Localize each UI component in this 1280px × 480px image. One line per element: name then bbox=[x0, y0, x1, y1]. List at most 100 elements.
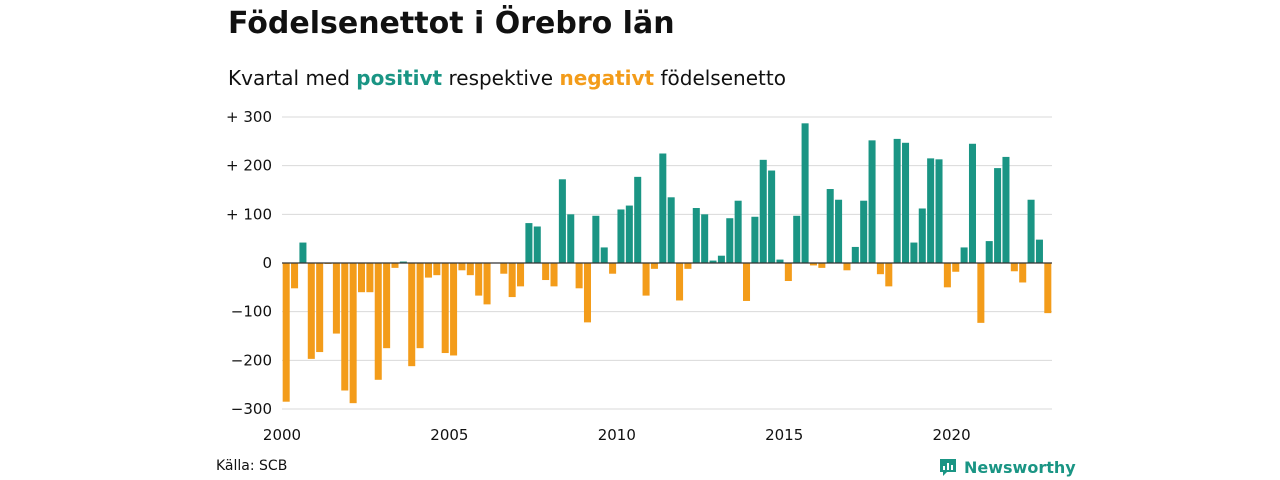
chart-subtitle: Kvartal med positivt respektive negativt… bbox=[228, 66, 786, 90]
bar bbox=[332, 263, 340, 334]
subtitle-positive: positivt bbox=[356, 66, 443, 90]
bar bbox=[399, 261, 407, 263]
bar bbox=[910, 242, 918, 263]
bar bbox=[558, 179, 566, 263]
bar bbox=[617, 209, 625, 263]
bar bbox=[684, 263, 692, 269]
bar bbox=[642, 263, 650, 296]
bar bbox=[927, 158, 935, 263]
bar bbox=[358, 263, 366, 293]
bar bbox=[517, 263, 525, 287]
bar bbox=[583, 263, 591, 323]
bar bbox=[768, 170, 776, 263]
bar bbox=[851, 246, 859, 263]
bar bbox=[542, 263, 550, 281]
bar bbox=[935, 159, 943, 263]
bar bbox=[692, 208, 700, 263]
bar bbox=[809, 263, 817, 266]
brand-logo[interactable]: Newsworthy bbox=[938, 456, 1076, 478]
y-tick-label: 0 bbox=[262, 254, 272, 272]
bar bbox=[826, 189, 834, 263]
bar bbox=[450, 263, 458, 356]
source-note: Källa: SCB bbox=[216, 458, 288, 474]
bar bbox=[726, 218, 734, 263]
bar bbox=[416, 263, 424, 349]
bar bbox=[441, 263, 449, 354]
bar bbox=[977, 263, 985, 323]
bar bbox=[483, 263, 491, 305]
bar bbox=[316, 263, 324, 353]
bar bbox=[391, 263, 399, 268]
bar bbox=[952, 263, 960, 272]
bar bbox=[701, 214, 709, 263]
bar bbox=[575, 263, 583, 289]
bar bbox=[625, 205, 633, 263]
bar bbox=[508, 263, 516, 298]
bar bbox=[743, 263, 751, 301]
bar bbox=[893, 138, 901, 263]
bar bbox=[609, 263, 617, 274]
chart-title: Födelsenettot i Örebro län bbox=[228, 6, 675, 41]
bar bbox=[994, 168, 1002, 263]
bar bbox=[307, 263, 315, 359]
bar bbox=[734, 200, 742, 263]
bars-layer bbox=[282, 123, 1052, 404]
bar bbox=[902, 142, 910, 263]
bar bbox=[676, 263, 684, 301]
bar bbox=[835, 199, 843, 263]
y-tick-label: + 200 bbox=[226, 157, 272, 175]
bar bbox=[533, 226, 541, 263]
bar bbox=[500, 263, 508, 274]
bar bbox=[600, 247, 608, 263]
y-tick-label: −100 bbox=[231, 303, 272, 321]
bar bbox=[1044, 263, 1052, 314]
bar bbox=[860, 200, 868, 263]
bar bbox=[968, 143, 976, 263]
y-tick-label: + 100 bbox=[226, 205, 272, 223]
x-tick-label: 2000 bbox=[263, 426, 301, 444]
bar bbox=[433, 263, 441, 276]
bar bbox=[759, 159, 767, 263]
bar bbox=[1010, 263, 1018, 272]
bar bbox=[709, 260, 717, 263]
bar bbox=[784, 263, 792, 282]
bar bbox=[843, 263, 851, 271]
x-tick-label: 2005 bbox=[430, 426, 468, 444]
bar bbox=[299, 242, 307, 263]
bar bbox=[282, 263, 290, 402]
y-tick-label: −300 bbox=[231, 400, 272, 418]
subtitle-negative: negativt bbox=[559, 66, 655, 90]
bar bbox=[985, 241, 993, 263]
bar bbox=[634, 176, 642, 263]
bar bbox=[458, 263, 466, 271]
bar bbox=[885, 263, 893, 287]
bar bbox=[776, 259, 784, 263]
subtitle-suffix: födelsenetto bbox=[654, 66, 786, 90]
y-tick-label: −200 bbox=[231, 351, 272, 369]
bar bbox=[1035, 239, 1043, 263]
bar bbox=[374, 263, 382, 380]
bar bbox=[291, 263, 299, 289]
bar bbox=[801, 123, 809, 263]
bar bbox=[960, 247, 968, 263]
bar bbox=[793, 215, 801, 263]
brand-name: Newsworthy bbox=[964, 457, 1076, 477]
axis-layer: + 300 + 200 + 100 0 −100 −200 −300 2000 2005 2010… bbox=[226, 108, 1052, 444]
bar bbox=[1019, 263, 1027, 283]
bar bbox=[550, 263, 558, 287]
bar bbox=[818, 263, 826, 268]
bar bbox=[1002, 156, 1010, 263]
bar bbox=[650, 263, 658, 269]
x-tick-label: 2020 bbox=[932, 426, 970, 444]
bar bbox=[525, 223, 533, 263]
bar bbox=[466, 263, 474, 276]
bar bbox=[366, 263, 374, 293]
bar bbox=[349, 263, 357, 404]
bar bbox=[918, 208, 926, 263]
newsworthy-logo-icon bbox=[940, 459, 956, 476]
bar bbox=[341, 263, 349, 391]
bar bbox=[424, 263, 432, 278]
bar bbox=[383, 263, 391, 349]
bar bbox=[408, 263, 416, 367]
